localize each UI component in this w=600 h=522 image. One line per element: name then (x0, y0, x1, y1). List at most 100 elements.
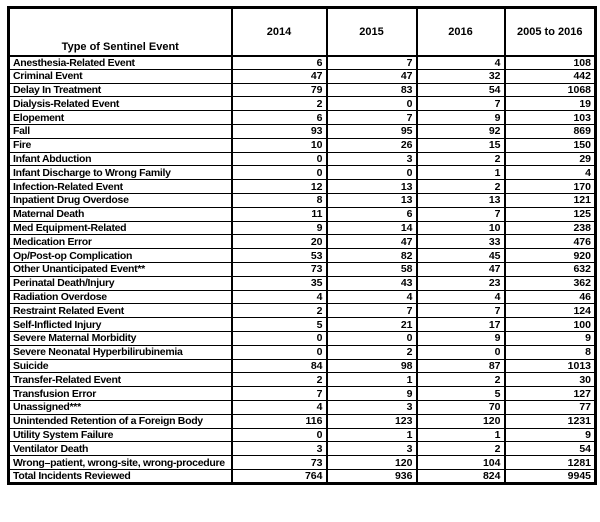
value-cell: 1013 (503, 358, 597, 374)
value-cell: 73 (230, 455, 328, 470)
event-type-cell: Severe Neonatal Hyperbilirubinemia (7, 344, 233, 360)
value-cell: 93 (230, 123, 328, 139)
column-header-2015: 2015 (325, 6, 418, 57)
event-type-cell: Severe Maternal Morbidity (7, 330, 233, 346)
table-row: Infant Discharge to Wrong Family 0 0 1 4 (7, 165, 597, 181)
value-cell: 47 (230, 68, 328, 84)
value-cell: 4 (415, 55, 506, 70)
value-cell: 0 (230, 344, 328, 360)
event-type-cell: Perinatal Death/Injury (7, 275, 233, 291)
value-cell: 442 (503, 68, 597, 84)
event-type-cell: Delay In Treatment (7, 82, 233, 98)
value-cell: 21 (325, 317, 418, 332)
value-cell: 58 (325, 261, 418, 277)
value-cell: 8 (503, 344, 597, 360)
event-type-cell: Wrong–patient, wrong-site, wrong-procedu… (7, 455, 233, 470)
event-type-cell: Dialysis-Related Event (7, 96, 233, 112)
value-cell: 33 (415, 234, 506, 250)
value-cell: 0 (415, 344, 506, 360)
value-cell: 4 (415, 289, 506, 305)
value-cell: 12 (230, 179, 328, 194)
value-cell: 13 (415, 192, 506, 208)
table-row: Unassigned*** 4 3 70 77 (7, 399, 597, 415)
value-cell: 7 (415, 96, 506, 112)
value-cell: 116 (230, 413, 328, 429)
event-type-cell: Medication Error (7, 234, 233, 250)
table-body: Anesthesia-Related Event 6 7 4 108 Criminal E… (7, 55, 597, 484)
table-row: Medication Error 20 47 33 476 (7, 234, 597, 250)
value-cell: 3 (325, 399, 418, 415)
value-cell: 2 (415, 179, 506, 194)
table-row: Anesthesia-Related Event 6 7 4 108 (7, 55, 597, 70)
table-row: Utility System Failure 0 1 1 9 (7, 427, 597, 443)
event-type-cell: Restraint Related Event (7, 303, 233, 319)
value-cell: 79 (230, 82, 328, 98)
table-row: Suicide 84 98 87 1013 (7, 358, 597, 374)
table-row: Op/Post-op Complication 53 82 45 920 (7, 248, 597, 263)
value-cell: 2 (415, 151, 506, 167)
value-cell: 476 (503, 234, 597, 250)
event-type-cell: Self-Inflicted Injury (7, 317, 233, 332)
value-cell: 23 (415, 275, 506, 291)
value-cell: 1281 (503, 455, 597, 470)
table-row: Transfusion Error 7 9 5 127 (7, 386, 597, 401)
value-cell: 47 (325, 68, 418, 84)
table-row: Wrong–patient, wrong-site, wrong-procedu… (7, 455, 597, 470)
value-cell: 9 (230, 220, 328, 236)
value-cell: 120 (415, 413, 506, 429)
value-cell: 19 (503, 96, 597, 112)
value-cell: 8 (230, 192, 328, 208)
value-cell: 84 (230, 358, 328, 374)
event-type-cell: Unassigned*** (7, 399, 233, 415)
value-cell: 54 (503, 441, 597, 457)
table-row: Radiation Overdose 4 4 4 46 (7, 289, 597, 305)
table-row: Fire 10 26 15 150 (7, 137, 597, 153)
event-type-cell: Elopement (7, 110, 233, 125)
event-type-cell: Other Unanticipated Event** (7, 261, 233, 277)
value-cell: 0 (325, 165, 418, 181)
column-header-2005-to-2016: 2005 to 2016 (503, 6, 597, 57)
value-cell: 77 (503, 399, 597, 415)
value-cell: 83 (325, 82, 418, 98)
value-cell: 2 (415, 372, 506, 388)
value-cell: 13 (325, 192, 418, 208)
event-type-cell: Utility System Failure (7, 427, 233, 443)
value-cell: 127 (503, 386, 597, 401)
event-type-cell: Infant Discharge to Wrong Family (7, 165, 233, 181)
value-cell: 124 (503, 303, 597, 319)
value-cell: 920 (503, 248, 597, 263)
value-cell: 43 (325, 275, 418, 291)
value-cell: 14 (325, 220, 418, 236)
value-cell: 120 (325, 455, 418, 470)
value-cell: 70 (415, 399, 506, 415)
value-cell: 5 (415, 386, 506, 401)
value-cell: 869 (503, 123, 597, 139)
value-cell: 1068 (503, 82, 597, 98)
value-cell: 0 (230, 165, 328, 181)
value-cell: 4 (325, 289, 418, 305)
value-cell: 7 (325, 55, 418, 70)
value-cell: 362 (503, 275, 597, 291)
table-row: Dialysis-Related Event 2 0 7 19 (7, 96, 597, 112)
value-cell: 103 (503, 110, 597, 125)
value-cell: 2 (415, 441, 506, 457)
value-cell: 764 (230, 468, 328, 484)
table-row: Fall 93 95 92 869 (7, 123, 597, 139)
value-cell: 0 (230, 330, 328, 346)
value-cell: 7 (325, 110, 418, 125)
value-cell: 20 (230, 234, 328, 250)
value-cell: 4 (230, 399, 328, 415)
value-cell: 5 (230, 317, 328, 332)
value-cell: 54 (415, 82, 506, 98)
table-row: Med Equipment-Related 9 14 10 238 (7, 220, 597, 236)
value-cell: 108 (503, 55, 597, 70)
value-cell: 11 (230, 206, 328, 222)
value-cell: 100 (503, 317, 597, 332)
value-cell: 2 (325, 344, 418, 360)
value-cell: 3 (325, 151, 418, 167)
value-cell: 98 (325, 358, 418, 374)
value-cell: 170 (503, 179, 597, 194)
value-cell: 26 (325, 137, 418, 153)
event-type-cell: Anesthesia-Related Event (7, 55, 233, 70)
